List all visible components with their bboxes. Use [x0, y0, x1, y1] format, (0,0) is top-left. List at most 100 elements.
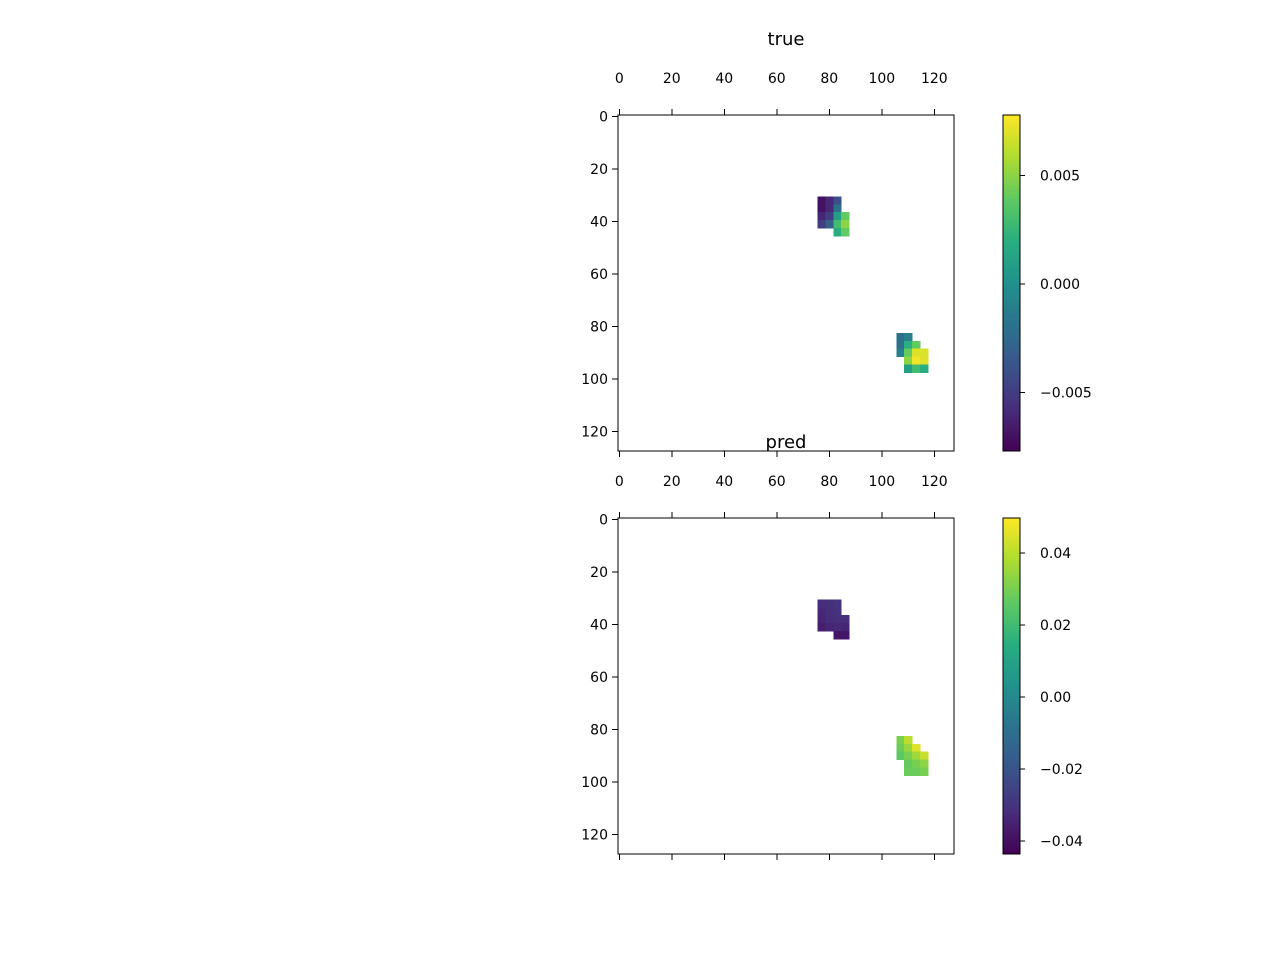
colorbar-segment	[1003, 182, 1020, 187]
colorbar-segment	[1003, 165, 1020, 170]
colorbar-segment	[1003, 306, 1020, 311]
colorbar-segment	[1003, 222, 1020, 227]
pixel-cell	[841, 227, 850, 237]
colorbar-segment	[1003, 568, 1020, 573]
pixel-cell	[919, 364, 929, 373]
colorbar-segment	[1003, 578, 1020, 583]
axes-frame	[617, 114, 955, 452]
colorbar-segment	[1003, 595, 1020, 600]
colorbar-segment	[1003, 313, 1020, 318]
x-tick-label: 80	[820, 71, 838, 87]
pixel-cell	[919, 751, 929, 761]
colorbar-segment	[1003, 242, 1020, 247]
colorbar-segment	[1003, 541, 1020, 546]
colorbar-segment	[1003, 534, 1020, 539]
colorbar-segment	[1003, 699, 1020, 704]
colorbar-segment	[1003, 283, 1020, 287]
x-tick-label: 60	[768, 474, 786, 490]
x-tick-label: 120	[921, 71, 948, 87]
colorbar-segment	[1003, 712, 1020, 717]
x-tick-label: 40	[715, 474, 733, 490]
colorbar-segment	[1003, 299, 1020, 304]
colorbar-segment	[1003, 168, 1020, 173]
pixel-cell	[825, 204, 834, 213]
colorbar-segment	[1003, 810, 1020, 815]
colorbar-segment	[1003, 353, 1020, 358]
pixel-cell	[904, 332, 913, 342]
colorbar-segment	[1003, 575, 1020, 580]
colorbar-segment	[1003, 652, 1020, 657]
pixel-cell	[904, 759, 913, 768]
y-tick-label: 40	[590, 214, 608, 230]
colorbar-segment	[1003, 682, 1020, 687]
colorbar-segment	[1003, 128, 1020, 133]
colorbar-segment	[1003, 141, 1020, 146]
pixel-cell	[904, 767, 913, 776]
colorbar-segment	[1003, 783, 1020, 788]
panel-title: true	[768, 29, 805, 50]
pixel-cell	[817, 196, 826, 205]
colorbar-segment	[1003, 246, 1020, 250]
pixel-cell	[896, 751, 905, 761]
colorbar-segment	[1003, 346, 1020, 351]
y-tick-label: 0	[599, 512, 608, 528]
x-tick-label: 20	[663, 71, 681, 87]
colorbar-segment	[1003, 192, 1020, 197]
colorbar-segment	[1003, 686, 1020, 690]
colorbar-segment	[1003, 400, 1020, 405]
colorbar-segment	[1003, 645, 1020, 650]
colorbar-segment	[1003, 716, 1020, 721]
pixel-cell	[912, 759, 921, 768]
colorbar-segment	[1003, 840, 1020, 845]
colorbar-segment	[1003, 759, 1020, 764]
x-tick-label: 20	[663, 474, 681, 490]
colorbar-segment	[1003, 800, 1020, 805]
colorbar-segment	[1003, 235, 1020, 240]
colorbar-segment	[1003, 618, 1020, 623]
colorbar-segment	[1003, 763, 1020, 768]
pixel-cell	[896, 743, 905, 753]
pixel-cell	[817, 623, 826, 632]
colorbar-segment	[1003, 749, 1020, 754]
colorbar-segment	[1003, 424, 1020, 429]
colorbar-segment	[1003, 743, 1020, 748]
colorbar-segment	[1003, 554, 1020, 559]
pixel-cell	[841, 630, 850, 640]
colorbar-segment	[1003, 628, 1020, 633]
colorbar-segment	[1003, 158, 1020, 163]
colorbar-segment	[1003, 843, 1020, 848]
colorbar-segment	[1003, 581, 1020, 586]
x-tick-label: 100	[868, 71, 895, 87]
y-tick-label: 100	[581, 775, 608, 791]
pixel-cell	[817, 204, 826, 213]
colorbar-segment	[1003, 360, 1020, 365]
pixel-cell	[817, 599, 826, 608]
pixel-cell	[833, 212, 842, 221]
colorbar-segment	[1003, 820, 1020, 825]
colorbar-segment	[1003, 622, 1020, 627]
colorbar-segment	[1003, 272, 1020, 277]
colorbar-tick-label: −0.005	[1040, 385, 1092, 401]
pixel-cell	[833, 196, 842, 205]
colorbar-segment	[1003, 390, 1020, 395]
colorbar-segment	[1003, 655, 1020, 660]
colorbar-segment	[1003, 813, 1020, 818]
colorbar-segment	[1003, 827, 1020, 832]
colorbar-segment	[1003, 612, 1020, 617]
x-tick-label: 80	[820, 474, 838, 490]
colorbar-segment	[1003, 521, 1020, 526]
colorbar-segment	[1003, 659, 1020, 664]
colorbar-segment	[1003, 414, 1020, 418]
colorbar-segment	[1003, 151, 1020, 156]
colorbar-segment	[1003, 430, 1020, 435]
pixel-cell	[904, 743, 913, 753]
colorbar-segment	[1003, 739, 1020, 744]
colorbar-segment	[1003, 847, 1020, 852]
colorbar-segment	[1003, 367, 1020, 371]
colorbar-segment	[1003, 780, 1020, 785]
colorbar-segment	[1003, 393, 1020, 398]
pixel-cell	[825, 607, 834, 616]
pixel-cell	[833, 615, 842, 624]
colorbar-segment	[1003, 323, 1020, 328]
colorbar-segment	[1003, 588, 1020, 593]
